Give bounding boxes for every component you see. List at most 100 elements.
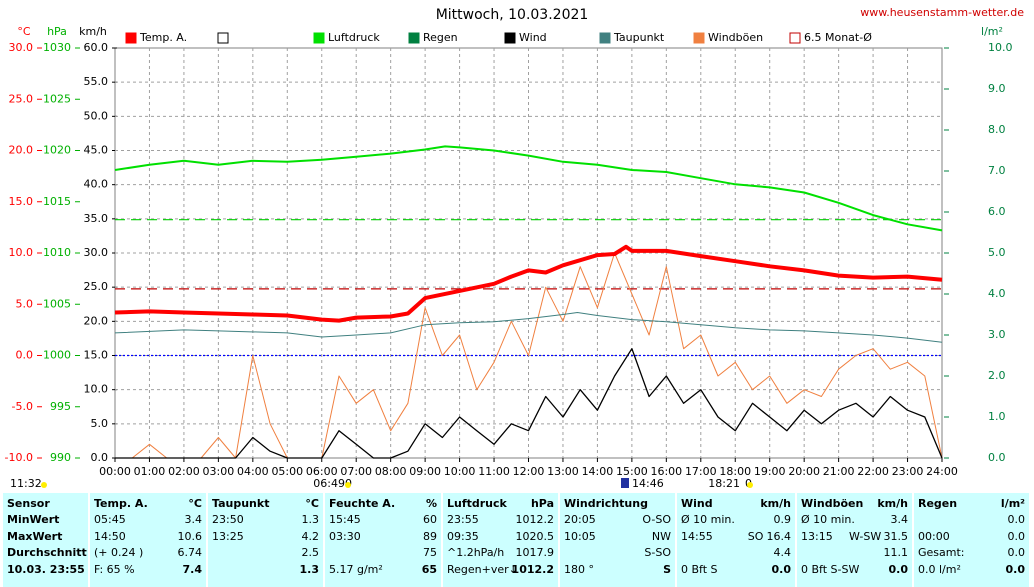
table-cell: 0.0 <box>1008 530 1026 543</box>
y-tick-label: 15.0 <box>9 195 34 208</box>
table-column <box>3 493 88 587</box>
y-tick-label: 8.0 <box>988 123 1006 136</box>
y-tick-label: 25.0 <box>9 92 34 105</box>
table-cell: Gesamt: <box>918 546 965 559</box>
x-tick-label: 11:00 <box>478 465 510 478</box>
table-cell: Ø 10 min. <box>801 513 855 526</box>
table-cell: 1020.5 <box>516 530 555 543</box>
table-cell: 0.0 <box>1006 563 1026 576</box>
x-tick-label: 15:00 <box>616 465 648 478</box>
x-tick-label: 05:00 <box>271 465 303 478</box>
table-cell: 23:50 <box>212 513 244 526</box>
y-tick-label: 5.0 <box>91 417 109 430</box>
y-tick-label: 4.0 <box>988 287 1006 300</box>
legend-swatch <box>599 32 611 44</box>
table-cell: S <box>663 563 671 576</box>
table-cell: 0.0 <box>772 563 792 576</box>
axis-unit: °C <box>17 25 31 38</box>
table-header: °C <box>188 497 202 510</box>
sun-label: 18:21 <box>708 477 740 490</box>
legend-label: 6.5 Monat-Ø <box>804 31 872 44</box>
series-line <box>114 244 943 323</box>
x-tick-label: 01:00 <box>134 465 166 478</box>
table-cell: 23:55 <box>447 513 479 526</box>
axis-unit: km/h <box>79 25 107 38</box>
table-cell: 05:45 <box>94 513 126 526</box>
table-cell: 89 <box>423 530 437 543</box>
table-cell: 0 Bft S <box>681 563 718 576</box>
series-line <box>114 312 943 343</box>
y-tick-label: 35.0 <box>84 212 109 225</box>
y-tick-label: -5.0 <box>12 400 33 413</box>
y-tick-label: 5.0 <box>988 246 1006 259</box>
x-tick-label: 18:00 <box>719 465 751 478</box>
table-cell: O-SO <box>642 513 671 526</box>
table-header: Luftdruck <box>447 497 508 510</box>
x-tick-label: 12:00 <box>513 465 545 478</box>
x-tick-label: 23:00 <box>892 465 924 478</box>
x-tick-label: 21:00 <box>823 465 855 478</box>
table-header: Regen <box>918 497 957 510</box>
y-tick-label: 20.0 <box>9 144 34 157</box>
table-cell: NW <box>652 530 671 543</box>
table-header: % <box>426 497 437 510</box>
legend-swatch <box>693 32 705 44</box>
source-url[interactable]: www.heusenstamm-wetter.de <box>860 6 1024 19</box>
y-tick-label: 7.0 <box>988 164 1006 177</box>
y-tick-label: 25.0 <box>84 280 109 293</box>
x-tick-label: 00:00 <box>99 465 131 478</box>
y-tick-label: 9.0 <box>988 82 1006 95</box>
table-cell: Regen+ver↓ <box>447 563 518 576</box>
x-tick-label: 07:00 <box>340 465 372 478</box>
x-tick-label: 08:00 <box>375 465 407 478</box>
table-header: Taupunkt <box>212 497 269 510</box>
legend-swatch <box>217 32 229 44</box>
y-tick-label: 1000 <box>43 349 71 362</box>
y-tick-label: 0.0 <box>16 349 34 362</box>
chart-title: Mittwoch, 10.03.2021 <box>436 7 589 23</box>
x-tick-label: 03:00 <box>203 465 235 478</box>
x-tick-label: 16:00 <box>650 465 682 478</box>
y-tick-label: 20.0 <box>84 314 109 327</box>
series-line <box>114 145 943 232</box>
y-tick-label: 60.0 <box>84 41 109 54</box>
table-cell: MinWert <box>7 513 59 526</box>
x-tick-label: 20:00 <box>788 465 820 478</box>
table-cell: 75 <box>423 546 437 559</box>
legend-label: Luftdruck <box>328 31 380 44</box>
table-header: Wind <box>681 497 713 510</box>
table-cell: 31.5 <box>884 530 909 543</box>
table-cell: W-SW <box>849 530 881 543</box>
legend-swatch <box>789 32 801 44</box>
sun-dot <box>345 482 351 488</box>
y-tick-label: 15.0 <box>84 349 109 362</box>
table-cell: 6.74 <box>178 546 203 559</box>
y-tick-label: 990 <box>50 451 71 464</box>
table-cell: Durchschnitt <box>7 546 87 559</box>
axis-unit: l/m² <box>981 25 1003 38</box>
table-cell: 0.0 <box>889 563 909 576</box>
y-tick-label: 1010 <box>43 246 71 259</box>
table-cell: MaxWert <box>7 530 62 543</box>
y-tick-label: 40.0 <box>84 178 109 191</box>
table-cell: F: 65 % <box>94 563 135 576</box>
sun-dot <box>41 482 47 488</box>
table-cell: 09:35 <box>447 530 479 543</box>
legend-swatch <box>313 32 325 44</box>
table-cell: 14:50 <box>94 530 126 543</box>
y-tick-label: 0.0 <box>988 451 1006 464</box>
table-cell: 0.0 l/m² <box>918 563 961 576</box>
table-cell: 0 Bft S-SW <box>801 563 859 576</box>
table-cell: 0.0 <box>1008 546 1026 559</box>
legend-label: Windböen <box>708 31 763 44</box>
moon-icon <box>621 478 629 488</box>
y-tick-label: 5.0 <box>16 297 34 310</box>
table-column <box>560 493 675 587</box>
y-tick-label: 10.0 <box>988 41 1013 54</box>
y-tick-label: 1025 <box>43 92 71 105</box>
series-line <box>115 252 943 459</box>
table-cell: 4.4 <box>774 546 792 559</box>
x-tick-label: 04:00 <box>237 465 269 478</box>
table-header: l/m² <box>1001 497 1025 510</box>
table-cell: ^1.2hPa/h <box>447 546 504 559</box>
